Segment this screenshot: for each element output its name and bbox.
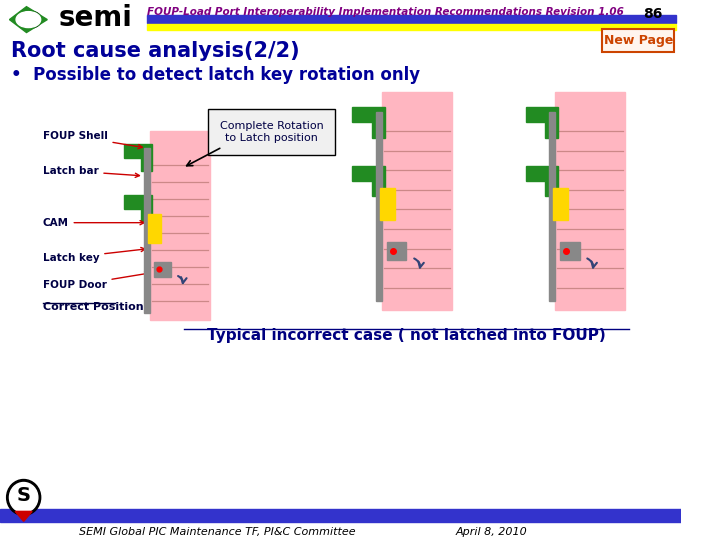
Bar bbox=[382, 92, 451, 309]
Circle shape bbox=[6, 480, 40, 515]
Text: Latch key: Latch key bbox=[42, 247, 145, 262]
Text: Complete Rotation
to Latch position: Complete Rotation to Latch position bbox=[220, 122, 323, 143]
Polygon shape bbox=[9, 6, 48, 32]
Text: semi: semi bbox=[58, 4, 132, 32]
Text: FOUP Door: FOUP Door bbox=[42, 272, 149, 291]
Text: Latch bar: Latch bar bbox=[42, 166, 140, 178]
Text: 86: 86 bbox=[643, 6, 662, 21]
Text: Root cause analysis(2/2): Root cause analysis(2/2) bbox=[12, 42, 300, 62]
Circle shape bbox=[9, 483, 38, 512]
Text: S: S bbox=[17, 486, 31, 505]
FancyBboxPatch shape bbox=[603, 29, 675, 52]
Text: April 8, 2010: April 8, 2010 bbox=[456, 527, 528, 537]
Bar bbox=[150, 131, 210, 320]
Bar bbox=[147, 15, 676, 23]
Text: FOUP Shell: FOUP Shell bbox=[42, 131, 143, 148]
Ellipse shape bbox=[16, 12, 40, 28]
Bar bbox=[376, 112, 382, 301]
Bar bbox=[147, 24, 676, 30]
Text: FOUP-Load Port Interoperability Implementation Recommendations Revision 1.06: FOUP-Load Port Interoperability Implemen… bbox=[147, 6, 624, 17]
Polygon shape bbox=[15, 511, 32, 521]
Text: •  Possible to detect latch key rotation only: • Possible to detect latch key rotation … bbox=[12, 66, 420, 84]
Ellipse shape bbox=[15, 11, 42, 29]
Polygon shape bbox=[353, 166, 384, 197]
FancyBboxPatch shape bbox=[208, 109, 335, 155]
Text: Correct Position: Correct Position bbox=[42, 302, 143, 312]
Text: New Page: New Page bbox=[604, 34, 673, 47]
Polygon shape bbox=[526, 107, 557, 138]
Text: Typical incorrect case ( not latched into FOUP): Typical incorrect case ( not latched int… bbox=[207, 328, 606, 343]
Bar bbox=[148, 214, 161, 242]
Bar bbox=[154, 261, 171, 276]
Bar bbox=[387, 242, 407, 260]
Polygon shape bbox=[353, 107, 384, 138]
Polygon shape bbox=[124, 195, 152, 222]
Text: CAM: CAM bbox=[42, 218, 144, 228]
Polygon shape bbox=[124, 144, 152, 171]
Bar bbox=[380, 188, 395, 220]
Text: SEMI Global PIC Maintenance TF, PI&C Committee: SEMI Global PIC Maintenance TF, PI&C Com… bbox=[79, 527, 356, 537]
Bar bbox=[0, 509, 681, 522]
Bar bbox=[145, 148, 150, 313]
Bar bbox=[553, 188, 567, 220]
Bar bbox=[555, 92, 625, 309]
Bar bbox=[560, 242, 580, 260]
Polygon shape bbox=[526, 166, 557, 197]
Bar bbox=[549, 112, 555, 301]
